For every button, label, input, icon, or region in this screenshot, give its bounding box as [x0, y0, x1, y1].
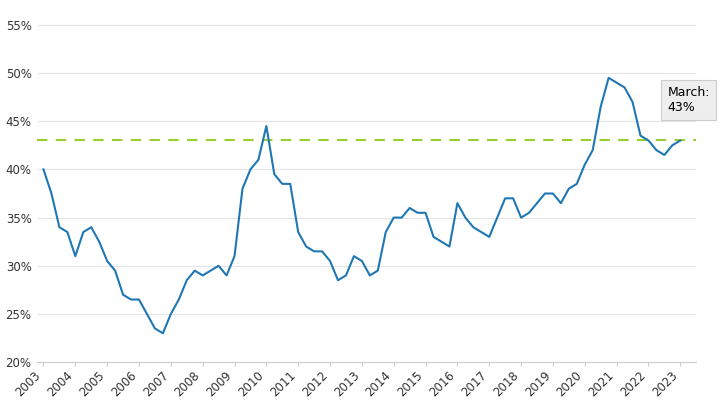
- Text: March:
43%: March: 43%: [667, 86, 710, 114]
